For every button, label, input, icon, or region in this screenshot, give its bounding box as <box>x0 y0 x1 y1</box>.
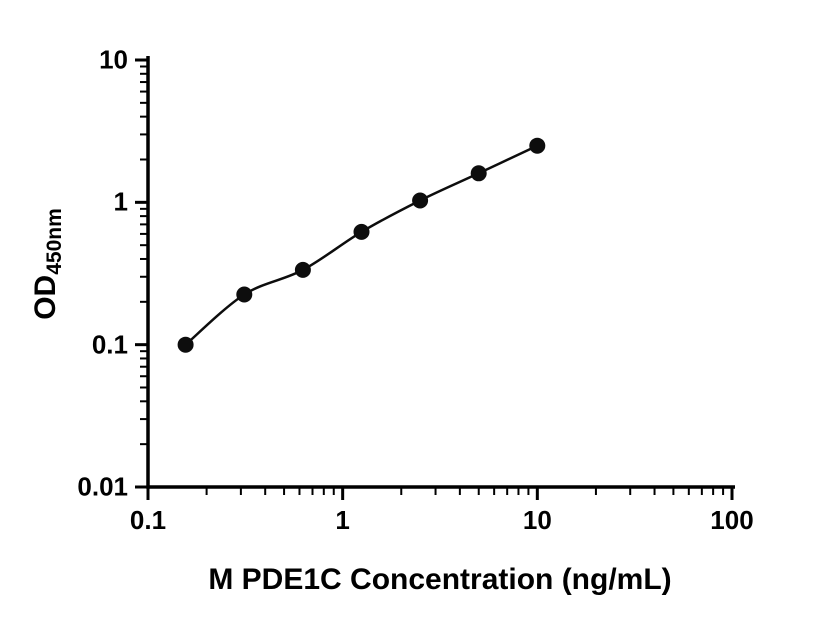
data-point <box>529 137 546 154</box>
data-point <box>177 336 194 353</box>
data-point <box>294 261 311 278</box>
data-point <box>412 192 429 209</box>
data-point <box>236 286 253 303</box>
data-point <box>353 223 370 240</box>
x-tick-label: 1 <box>335 505 350 535</box>
x-tick-label: 10 <box>522 505 552 535</box>
x-tick-label: 0.1 <box>129 505 167 535</box>
y-axis-title-main: OD <box>29 274 62 320</box>
y-tick-label: 0.1 <box>91 329 128 360</box>
data-point <box>470 165 487 182</box>
y-tick-label: 10 <box>99 44 128 75</box>
y-tick-label: 1 <box>113 186 128 217</box>
y-axis-title-subscript: 450nm <box>43 207 66 275</box>
y-axis-title: OD450nm <box>29 208 67 320</box>
x-axis-title: M PDE1C Concentration (ng/mL) <box>208 563 672 596</box>
x-tick-label: 100 <box>710 505 754 535</box>
y-tick-label: 0.01 <box>77 471 128 502</box>
